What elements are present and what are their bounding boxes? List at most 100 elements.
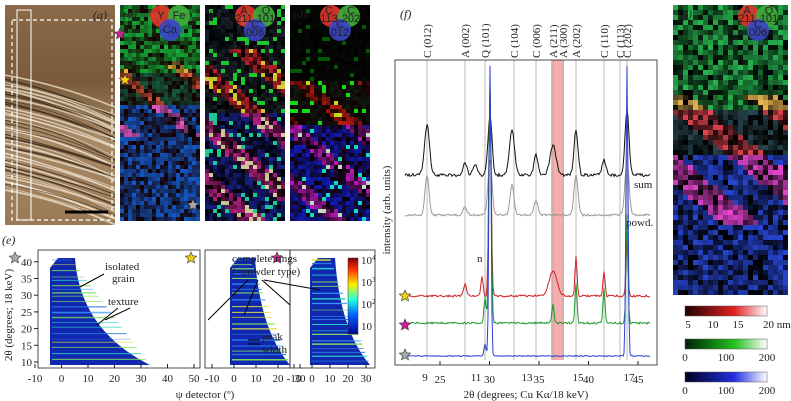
map-pixel [148,125,152,129]
map-pixel [156,57,160,61]
map-pixel [120,129,124,133]
map-pixel [728,85,733,90]
map-pixel [314,9,318,13]
map-pixel [176,49,180,53]
map-pixel [253,77,257,81]
map-pixel [225,57,229,61]
map-pixel [733,285,738,290]
map-pixel [358,53,362,57]
map-pixel [334,61,338,65]
map-pixel [160,189,164,193]
map-pixel [338,125,342,129]
map-pixel [733,45,738,50]
map-pixel [217,29,221,33]
map-pixel [326,209,330,213]
map-pixel [693,140,698,145]
map-pixel [318,101,322,105]
map-pixel [350,57,354,61]
map-pixel [778,155,783,160]
map-pixel [753,205,758,210]
map-pixel [768,85,773,90]
map-pixel [164,193,168,197]
map-pixel [180,93,184,97]
map-pixel [673,130,678,135]
map-pixel [362,109,366,113]
map-pixel [140,45,144,49]
map-pixel [302,217,306,221]
map-pixel [773,255,778,260]
map-pixel [708,75,713,80]
map-pixel [269,217,273,221]
map-pixel [342,117,346,121]
map-pixel [124,217,128,221]
map-pixel [358,5,362,9]
map-pixel [698,10,703,15]
map-pixel [233,209,237,213]
map-pixel [322,169,326,173]
map-pixel [298,113,302,117]
map-pixel [128,45,132,49]
map-pixel [688,215,693,220]
map-pixel [783,290,788,295]
map-pixel [728,55,733,60]
map-pixel [688,285,693,290]
map-pixel [225,129,229,133]
map-pixel [362,129,366,133]
map-pixel [713,105,718,110]
map-pixel [322,193,326,197]
map-pixel [688,235,693,240]
map-pixel [241,33,245,37]
map-pixel [188,33,192,37]
map-pixel [733,150,738,155]
map-pixel [310,133,314,137]
map-pixel [209,133,213,137]
map-pixel [718,140,723,145]
map-pixel [172,129,176,133]
map-pixel [172,165,176,169]
map-pixel [277,105,281,109]
map-pixel [773,55,778,60]
map-pixel [160,41,164,45]
legend-sub: 006 [749,27,767,39]
map-pixel [688,75,693,80]
map-pixel [196,181,200,185]
map-pixel [140,141,144,145]
map-pixel [294,101,298,105]
map-pixel [703,130,708,135]
map-pixel [241,97,245,101]
map-pixel [310,29,314,33]
map-pixel [294,205,298,209]
map-pixel [148,201,152,205]
map-pixel [698,45,703,50]
map-pixel [778,170,783,175]
map-pixel [334,209,338,213]
map-pixel [221,201,225,205]
map-pixel [281,5,285,9]
map-pixel [342,101,346,105]
map-pixel [310,33,314,37]
map-pixel [334,73,338,77]
map-pixel [221,105,225,109]
map-pixel [261,213,265,217]
map-pixel [763,110,768,115]
map-pixel [172,77,176,81]
curve-label: sum [634,179,653,191]
map-pixel [140,33,144,37]
map-pixel [698,20,703,25]
map-pixel [136,117,140,121]
map-pixel [358,165,362,169]
map-pixel [318,121,322,125]
map-pixel [172,125,176,129]
map-pixel [768,255,773,260]
map-pixel [249,209,253,213]
map-pixel [753,125,758,130]
map-pixel [257,145,261,149]
map-pixel [314,17,318,21]
map-pixel [683,265,688,270]
map-pixel [330,49,334,53]
map-pixel [703,5,708,10]
map-pixel [678,200,683,205]
map-pixel [196,161,200,165]
map-pixel [738,90,743,95]
map-pixel [330,213,334,217]
